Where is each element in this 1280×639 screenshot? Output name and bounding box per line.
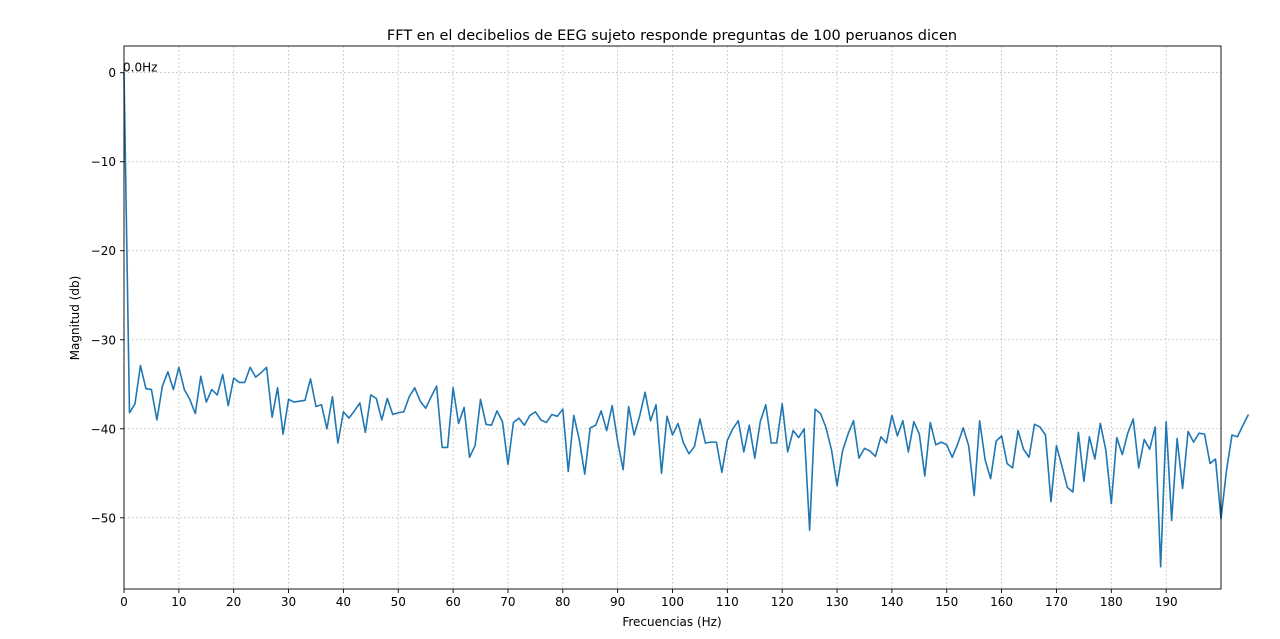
x-tick-label: 30	[281, 595, 296, 609]
y-tick-label: −20	[91, 244, 116, 258]
x-tick-label: 190	[1155, 595, 1178, 609]
x-tick-label: 80	[555, 595, 570, 609]
x-tick-label: 90	[610, 595, 625, 609]
x-tick-label: 160	[990, 595, 1013, 609]
y-axis-label: Magnitud (db)	[68, 276, 82, 361]
y-axis-ticks: 0 −10 −20 −30 −40 −50	[91, 66, 124, 525]
series-layer	[123, 72, 1250, 568]
x-tick-label: 0	[120, 595, 128, 609]
y-tick-label: −40	[91, 422, 116, 436]
x-tick-label: 100	[661, 595, 684, 609]
x-tick-label: 150	[935, 595, 958, 609]
x-tick-label: 20	[226, 595, 241, 609]
x-tick-label: 70	[500, 595, 515, 609]
y-tick-label: −10	[91, 155, 116, 169]
grid-lines	[123, 46, 1221, 589]
peak-annotation: 0.0Hz	[123, 61, 157, 75]
x-axis-label: Frecuencias (Hz)	[622, 615, 721, 629]
x-tick-label: 10	[171, 595, 186, 609]
x-tick-label: 40	[336, 595, 351, 609]
y-tick-label: −50	[91, 511, 116, 525]
x-tick-label: 180	[1100, 595, 1123, 609]
x-tick-label: 170	[1045, 595, 1068, 609]
x-tick-label: 120	[771, 595, 794, 609]
x-tick-label: 50	[391, 595, 406, 609]
y-tick-label: 0	[108, 66, 116, 80]
chart-title: FFT en el decibelios de EEG sujeto respo…	[387, 28, 957, 44]
x-tick-label: 130	[826, 595, 849, 609]
series-line	[123, 72, 1250, 568]
x-tick-label: 60	[445, 595, 460, 609]
x-axis-ticks: 0 10 20 30 40 50 60 70 80 90 100 110 120 130 140 150 160…	[120, 589, 1178, 609]
y-tick-label: −30	[91, 333, 116, 347]
x-tick-label: 110	[716, 595, 739, 609]
x-tick-label: 140	[880, 595, 903, 609]
